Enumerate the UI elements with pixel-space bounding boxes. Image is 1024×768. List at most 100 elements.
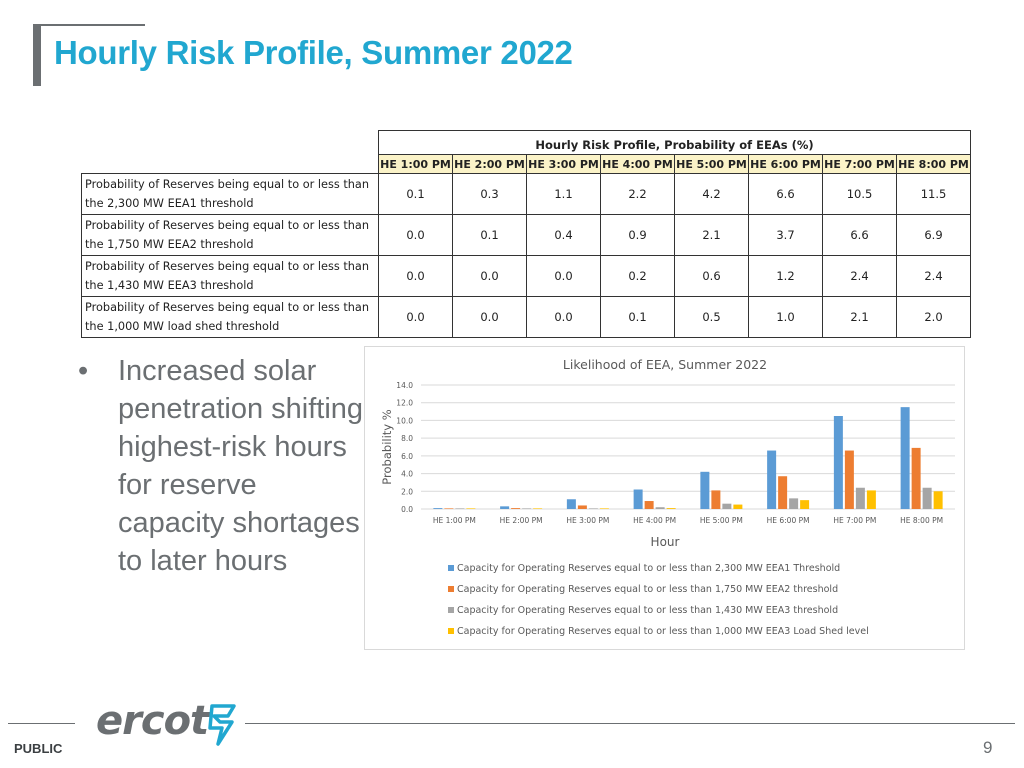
row-label-line: Probability of Reserves being equal to o… [85,260,369,273]
row-label-line: the 1,000 MW load shed threshold [85,320,280,333]
bar [633,489,643,509]
table-cell: 0.2 [600,255,675,297]
chart-svg: Likelihood of EEA, Summer 2022 Probabili… [380,357,955,637]
x-tick-label: HE 3:00 PM [566,516,609,525]
bar [866,490,876,509]
y-tick-label: 8.0 [401,434,413,443]
bar [767,450,777,509]
table-row: Probability of Reserves being equal to o… [81,214,971,256]
table-cell: 2.0 [896,296,971,338]
table-cell: 0.0 [378,214,453,256]
title-top-rule [33,24,145,26]
table-cell: 6.6 [822,214,897,256]
table-cell: 1.0 [748,296,823,338]
bar [455,508,465,509]
bar [855,487,865,509]
x-tick-label: HE 4:00 PM [633,516,676,525]
column-header: HE 7:00 PM [822,154,897,174]
table-cell: 6.6 [748,173,823,215]
row-label-line: the 1,430 MW EEA3 threshold [85,279,254,292]
column-header: HE 1:00 PM [378,154,453,174]
risk-table: Hourly Risk Profile, Probability of EEAs… [81,130,971,338]
table-cell: 0.4 [526,214,601,256]
page-number: 9 [983,738,993,757]
bar [922,487,932,509]
bar [588,508,598,509]
table-cell: 0.0 [452,255,527,297]
column-header: HE 8:00 PM [896,154,971,174]
classification-label: PUBLIC [14,741,63,756]
bar [644,501,654,509]
table-cell: 2.1 [674,214,749,256]
table-cell: 0.0 [378,255,453,297]
table-cell: 4.2 [674,173,749,215]
x-axis-label: Hour [651,535,680,549]
bar [711,490,721,509]
bar [722,503,732,509]
bar [733,504,743,509]
table-cell: 0.0 [452,296,527,338]
table-cell: 6.9 [896,214,971,256]
bullet-dot: • [78,355,89,387]
bar [444,508,454,509]
row-label: Probability of Reserves being equal to o… [81,173,379,215]
bar [599,508,609,509]
table-row: Probability of Reserves being equal to o… [81,173,971,215]
chart-gridlines [421,384,955,510]
row-label: Probability of Reserves being equal to o… [81,214,379,256]
table-row: Probability of Reserves being equal to o… [81,296,971,338]
y-tick-label: 2.0 [401,487,413,496]
row-label-line: Probability of Reserves being equal to o… [85,219,369,232]
column-header: HE 6:00 PM [748,154,823,174]
table-caption-row: Hourly Risk Profile, Probability of EEAs… [82,130,971,155]
x-tick-label: HE 2:00 PM [500,516,543,525]
bar [500,506,510,509]
row-label-line: the 2,300 MW EEA1 threshold [85,197,254,210]
table-header-row: HE 1:00 PM HE 2:00 PM HE 3:00 PM HE 4:00… [82,154,971,174]
bar [700,471,710,509]
column-header: HE 4:00 PM [600,154,675,174]
row-label: Probability of Reserves being equal to o… [81,296,379,338]
x-tick-label: HE 7:00 PM [833,516,876,525]
x-tick-label: HE 5:00 PM [700,516,743,525]
footer-rule [245,723,1015,724]
bar [900,407,910,509]
table-cell: 0.1 [600,296,675,338]
column-header: HE 2:00 PM [452,154,527,174]
bar [666,508,676,509]
legend-swatch [448,628,454,634]
bar [789,498,799,509]
table-blank-corner [82,155,379,174]
logo-wordmark: ercot [96,698,209,744]
table-cell: 0.5 [674,296,749,338]
y-tick-labels: 0.0 2.0 4.0 6.0 8.0 10.0 12.0 14.0 [396,381,413,514]
column-header: HE 5:00 PM [674,154,749,174]
legend-swatch [448,565,454,571]
bar [533,508,543,509]
row-label: Probability of Reserves being equal to o… [81,255,379,297]
table-blank-corner [82,131,379,155]
table-cell: 2.4 [896,255,971,297]
table-cell: 0.6 [674,255,749,297]
footer-rule [8,723,75,724]
y-tick-label: 0.0 [401,505,413,514]
y-axis-label: Probability % [380,409,394,484]
table-cell: 2.4 [822,255,897,297]
bar [911,447,921,509]
page-title: Hourly Risk Profile, Summer 2022 [54,34,573,71]
bar [933,491,943,509]
table-cell: 0.9 [600,214,675,256]
y-tick-label: 14.0 [396,381,413,390]
bar [778,476,788,509]
y-tick-label: 6.0 [401,452,413,461]
row-label-line: Probability of Reserves being equal to o… [85,178,369,191]
x-tick-label: HE 6:00 PM [767,516,810,525]
bar [522,508,532,509]
bar [577,505,587,509]
table-cell: 0.0 [526,296,601,338]
row-label-line: Probability of Reserves being equal to o… [85,301,369,314]
chart-title: Likelihood of EEA, Summer 2022 [563,357,767,372]
table-cell: 1.2 [748,255,823,297]
title-accent-bar [33,24,41,86]
y-tick-label: 10.0 [396,416,413,425]
